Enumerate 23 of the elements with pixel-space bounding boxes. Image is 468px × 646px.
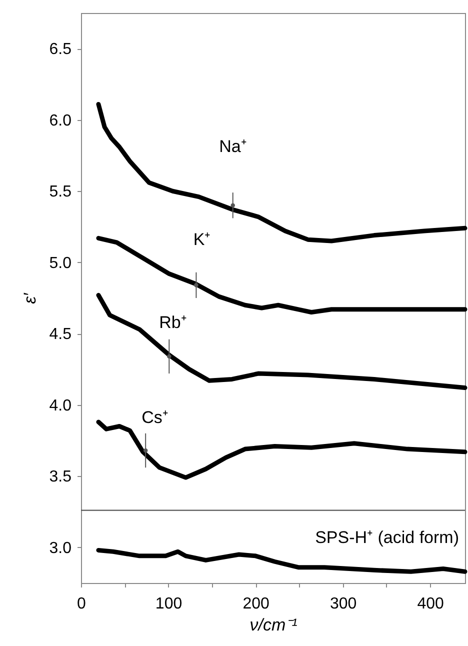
y-tick-label: 4.0 [49,397,72,414]
x-tick-label: 0 [77,596,86,612]
x-tick-label: 200 [242,596,270,612]
line-series [96,548,468,574]
y-tick-label: 6.0 [49,112,72,130]
annotation: Na⁺ [219,137,247,156]
y-tick-label: 4.5 [49,326,72,344]
annotation: K⁺ [193,230,211,249]
y-tick-label: 3.5 [49,468,72,486]
annotation: Rb⁺ [159,313,187,332]
x-axis-title: ν/cm⁻¹ [250,616,298,634]
x-tick-label: 400 [417,596,444,612]
y-tick-label: 5.5 [49,184,72,201]
line-series [96,292,468,390]
y-tick-label: 6.5 [49,41,72,58]
annotation: Cs⁺ [142,408,168,427]
x-tick-label: 300 [330,596,357,612]
x-tick-label: 100 [155,596,182,612]
y-tick-label: 5.0 [49,254,72,272]
line-series [96,102,468,244]
y-tick-label: 3.0 [49,540,72,557]
annotation: SPS-H⁺ (acid form) [315,528,459,547]
y-axis-title: ε′ [20,292,40,304]
